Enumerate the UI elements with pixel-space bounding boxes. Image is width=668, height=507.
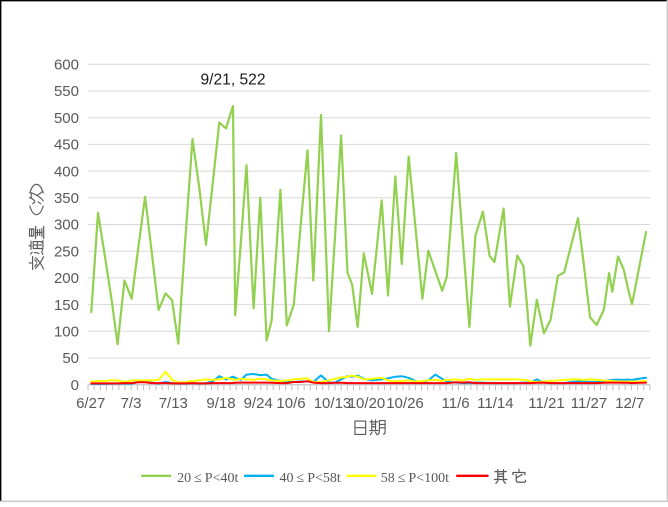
svg-text:600: 600 [54, 57, 79, 74]
svg-text:12/7: 12/7 [615, 395, 644, 412]
svg-text:10/26: 10/26 [386, 395, 424, 412]
svg-text:350: 350 [54, 190, 79, 207]
svg-text:500: 500 [54, 110, 79, 127]
svg-text:200: 200 [54, 270, 79, 287]
svg-text:100: 100 [54, 324, 79, 341]
svg-text:150: 150 [54, 297, 79, 314]
svg-text:11/6: 11/6 [442, 395, 470, 412]
svg-text:7/3: 7/3 [121, 395, 142, 412]
svg-text:11/21: 11/21 [528, 395, 564, 412]
svg-text:11/27: 11/27 [571, 395, 607, 412]
svg-text:450: 450 [54, 137, 79, 154]
svg-text:10/20: 10/20 [348, 395, 386, 412]
svg-text:9/18: 9/18 [206, 395, 235, 412]
svg-text:58≤P<100t: 58 ≤ P<100t [381, 471, 449, 486]
svg-text:6/27: 6/27 [76, 395, 105, 412]
svg-text:20≤P<40t: 20 ≤ P<40t [177, 471, 238, 486]
svg-text:250: 250 [54, 243, 79, 260]
svg-text:10/6: 10/6 [276, 395, 305, 412]
svg-text:50: 50 [62, 350, 79, 367]
svg-text:10/13: 10/13 [314, 395, 352, 412]
svg-text:7/13: 7/13 [159, 395, 188, 412]
svg-text:0: 0 [71, 377, 79, 394]
svg-text:550: 550 [54, 83, 79, 100]
svg-text:11/14: 11/14 [477, 395, 513, 412]
svg-text:9/24: 9/24 [244, 395, 273, 412]
svg-text:300: 300 [54, 217, 79, 234]
svg-text:9/21, 522: 9/21, 522 [201, 72, 266, 89]
svg-text:40≤P<58t: 40 ≤ P<58t [280, 471, 341, 486]
svg-text:400: 400 [54, 163, 79, 180]
